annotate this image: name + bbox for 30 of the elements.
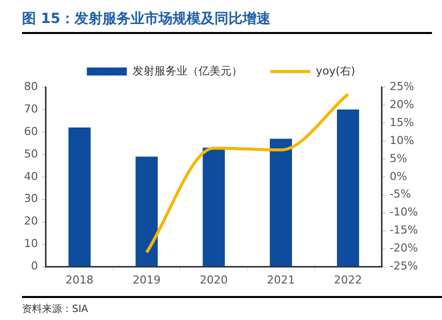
y-tick-label: 30 bbox=[24, 192, 38, 206]
y2-tick-label: 25% bbox=[390, 80, 414, 93]
x-tick-label: 2019 bbox=[132, 273, 161, 286]
x-tick-label: 2018 bbox=[66, 273, 94, 286]
y2-tick-label: -5% bbox=[390, 188, 412, 201]
y2-tick-label: 20% bbox=[390, 98, 414, 111]
y2-tick-label: 0% bbox=[390, 170, 408, 183]
y-tick-label: 40 bbox=[24, 170, 38, 183]
y2-tick-label: -20% bbox=[390, 242, 418, 255]
x-tick-label: 2022 bbox=[334, 273, 362, 286]
y-tick-label: 60 bbox=[24, 124, 38, 138]
y2-tick-label: -10% bbox=[390, 206, 418, 219]
legend-label: 发射服务业（亿美元） bbox=[132, 64, 242, 78]
chart-title: 图 15：发射服务业市场规模及同比增速 bbox=[22, 8, 432, 34]
y2-tick-label: 10% bbox=[390, 134, 414, 147]
y-tick-label: 10 bbox=[24, 237, 38, 250]
text: 资料来源：SIA bbox=[22, 296, 442, 316]
x-tick-label: 2020 bbox=[200, 273, 228, 286]
y2-tick-label: 15% bbox=[390, 116, 414, 129]
y-tick-label: 70 bbox=[24, 102, 38, 116]
y-tick-label: 50 bbox=[24, 147, 38, 160]
y-tick-label: 20 bbox=[24, 214, 38, 228]
legend-label: yoy(右) bbox=[316, 64, 356, 78]
y-tick-label: 0 bbox=[30, 260, 38, 273]
y2-tick-label: -25% bbox=[390, 260, 418, 273]
x-tick-label: 2021 bbox=[266, 273, 295, 286]
line-series bbox=[145, 92, 350, 254]
y2-tick-label: 5% bbox=[390, 152, 408, 165]
y-tick-label: 80 bbox=[24, 80, 38, 93]
y2-tick-label: -15% bbox=[390, 224, 418, 237]
